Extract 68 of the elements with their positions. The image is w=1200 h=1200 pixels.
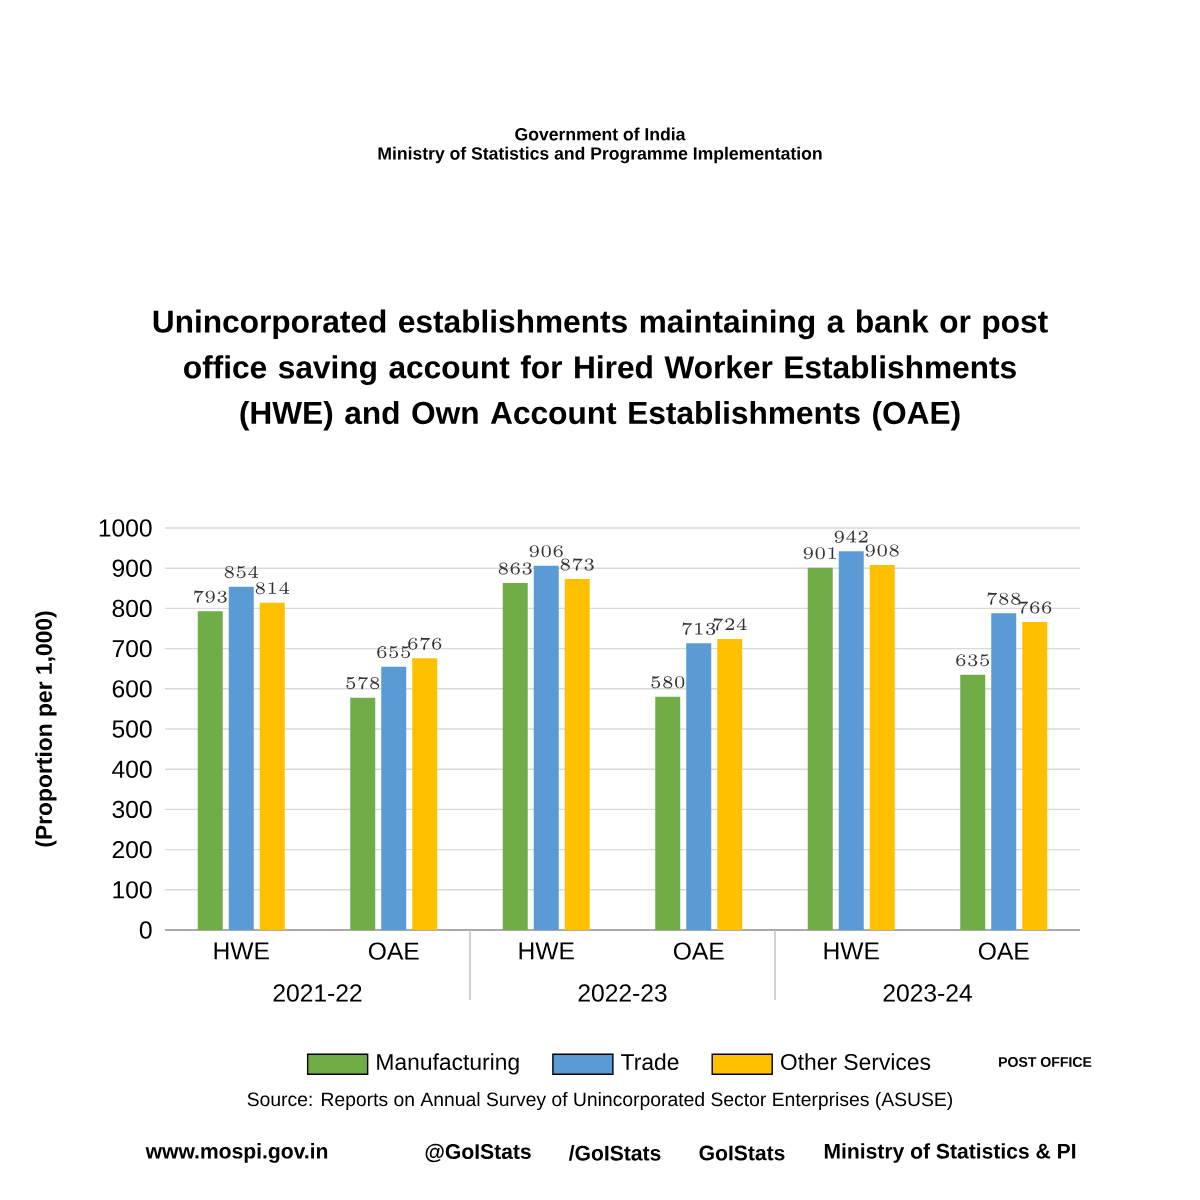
data-label: 863 — [498, 562, 532, 575]
bar — [228, 586, 254, 930]
bar — [686, 643, 712, 930]
legend-label: Trade — [621, 1053, 679, 1071]
y-tick-label: 300 — [112, 800, 152, 819]
chart-title: Unincorporated establishments maintaining a bank or post office saving account for Hired Worker Establishments (HWE) and Own Account Establishments (OAE) — [153, 309, 1048, 431]
x-tick-label: OAE — [673, 942, 724, 960]
bar — [807, 567, 833, 930]
text: @GoIStats — [425, 1143, 531, 1163]
y-tick-label: 400 — [112, 760, 152, 778]
bar — [655, 696, 681, 930]
data-label: 766 — [1018, 601, 1052, 614]
bar — [381, 666, 407, 930]
data-label: 873 — [560, 558, 594, 571]
bar — [717, 638, 743, 930]
y-tick-label: 500 — [112, 720, 152, 738]
text: www.mospi.gov.in — [145, 1143, 328, 1163]
bar — [502, 583, 528, 930]
bar — [564, 579, 590, 930]
y-tick-label: 600 — [112, 680, 152, 698]
source-note: Source: Reports on Annual Survey of Unincorporated Sector Enterprises (ASUSE) — [247, 1092, 953, 1111]
text: 2023-24 — [883, 984, 972, 1002]
data-label: 635 — [956, 654, 990, 667]
data-label: 788 — [987, 592, 1021, 605]
bar — [991, 613, 1017, 930]
bar — [960, 674, 986, 930]
y-tick-label: 1000 — [99, 519, 152, 537]
data-label: 942 — [834, 530, 868, 543]
bar — [838, 551, 864, 930]
y-axis-title: (Proportion per 1,000) — [35, 611, 57, 847]
bar — [412, 658, 438, 930]
x-tick-label: HWE — [519, 942, 574, 960]
data-label: 580 — [651, 676, 685, 689]
x-tick-label: HWE — [824, 942, 879, 960]
x-tick-label: OAE — [368, 942, 419, 960]
data-label: 676 — [408, 637, 442, 650]
legend-label: Other Services — [781, 1053, 931, 1071]
bar — [259, 602, 285, 930]
y-tick-label: 0 — [139, 921, 152, 939]
text: Ministry of Statistics & PI — [824, 1143, 1076, 1163]
bar — [1022, 622, 1048, 930]
text: 2022-23 — [578, 984, 667, 1002]
bar — [350, 697, 376, 930]
data-label: 578 — [346, 676, 380, 690]
text: Ministry of Statistics and Programme Implementation — [378, 146, 822, 164]
data-label: 901 — [803, 547, 836, 560]
text: /GoIStats — [568, 1145, 661, 1161]
data-label: 906 — [529, 545, 563, 558]
data-label: 655 — [377, 646, 411, 659]
text: 2021-22 — [273, 984, 362, 1002]
data-label: 814 — [255, 581, 290, 595]
x-tick-label: OAE — [978, 942, 1029, 960]
y-tick-label: 800 — [112, 599, 152, 618]
legend-label: Manufacturing — [377, 1053, 519, 1075]
data-label: 854 — [224, 565, 259, 579]
text: POST OFFICE — [999, 1057, 1092, 1067]
text: GoIStats — [699, 1145, 785, 1161]
y-tick-label: 900 — [112, 559, 152, 577]
y-tick-label: 100 — [113, 881, 152, 899]
y-tick-label: 200 — [112, 840, 152, 859]
text: Government of India — [515, 127, 686, 141]
y-tick-label: 700 — [112, 639, 152, 658]
data-label: 793 — [194, 590, 227, 603]
x-tick-label: HWE — [214, 942, 269, 960]
bar — [533, 565, 559, 930]
bar — [869, 564, 895, 930]
bar — [197, 611, 223, 930]
data-label: 908 — [865, 544, 899, 557]
